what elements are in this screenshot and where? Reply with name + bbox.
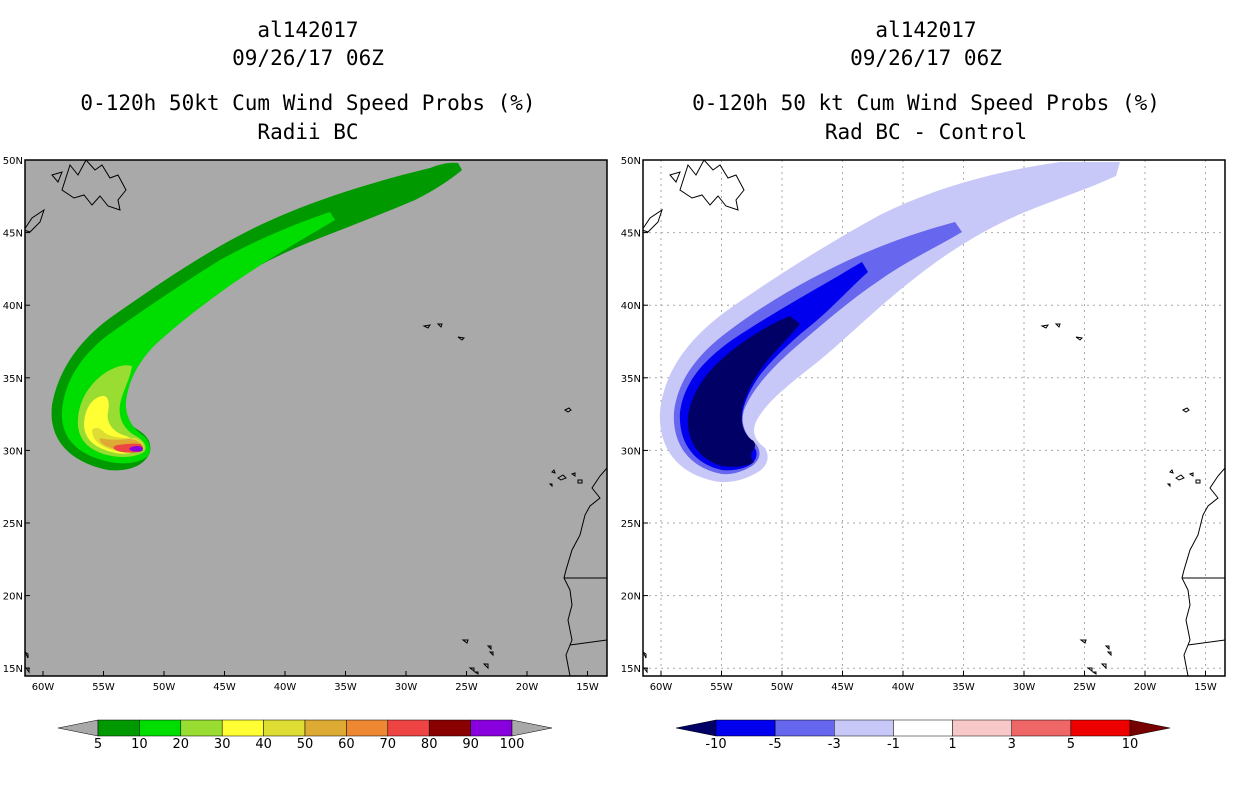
left-lon-label: 35W	[334, 682, 357, 693]
left-lon-label: 25W	[455, 682, 478, 693]
right-colorbar-box	[716, 720, 775, 736]
left-colorbar-box	[429, 720, 470, 736]
right-colorbar-label: 5	[1067, 737, 1075, 752]
left-colorbar-high-arrow	[512, 720, 552, 736]
left-colorbar-box	[264, 720, 305, 736]
left-lon-label: 30W	[395, 682, 418, 693]
left-colorbar-label: 90	[462, 737, 479, 752]
left-lat-label: 35N	[3, 374, 23, 385]
right-lon-label: 55W	[710, 682, 733, 693]
left-colorbar-label: 20	[173, 737, 190, 752]
right-colorbar-box	[1071, 720, 1130, 736]
left-colorbar-box	[139, 720, 180, 736]
right-lat-label: 45N	[621, 229, 641, 240]
left-colorbar-label: 60	[338, 737, 355, 752]
left-colorbar-label: 40	[255, 737, 272, 752]
right-colorbar-box	[834, 720, 893, 736]
left-colorbar-box	[222, 720, 263, 736]
left-colorbar-low-arrow	[58, 720, 98, 736]
right-colorbar-label: -5	[769, 737, 782, 752]
right-colorbar-label: 10	[1122, 737, 1139, 752]
right-lon-label: 35W	[952, 682, 975, 693]
left-lon-label: 50W	[153, 682, 176, 693]
right-lon-label: 20W	[1134, 682, 1157, 693]
right-colorbar-label: 3	[1008, 737, 1016, 752]
right-colorbar-low-arrow	[676, 720, 716, 736]
left-colorbar-label: 10	[131, 737, 148, 752]
left-lat-label: 50N	[3, 156, 23, 167]
right-lat-label: 40N	[621, 301, 641, 312]
left-colorbar-label: 30	[214, 737, 231, 752]
right-lon-label: 40W	[892, 682, 915, 693]
right-colorbar-box	[953, 720, 1012, 736]
right-colorbar-box	[893, 720, 952, 736]
left-lat-label: 30N	[3, 446, 23, 457]
left-colorbar-box	[346, 720, 387, 736]
left-lat-label: 25N	[3, 519, 23, 530]
right-lat-label: 15N	[621, 664, 641, 675]
left-colorbar-label: 50	[297, 737, 314, 752]
right-lon-label: 15W	[1194, 682, 1217, 693]
maps-canvas: 50N 45N 40N 35N 30N 25N 20N 15N 60W 55W 50W 45W 40W…	[0, 0, 1236, 800]
left-lat-label: 45N	[3, 229, 23, 240]
right-colorbar-label: -3	[828, 737, 841, 752]
right-lon-label: 25W	[1073, 682, 1096, 693]
left-lon-label: 60W	[32, 682, 55, 693]
left-colorbar-box	[305, 720, 346, 736]
left-map-panel: 50N 45N 40N 35N 30N 25N 20N 15N 60W 55W 50W 45W 40W…	[3, 156, 607, 693]
left-colorbar-label: 100	[500, 737, 525, 752]
left-colorbar-box	[98, 720, 139, 736]
left-lon-label: 40W	[274, 682, 297, 693]
left-lon-label: 20W	[516, 682, 539, 693]
right-lon-label: 45W	[831, 682, 854, 693]
right-colorbar-box	[775, 720, 834, 736]
right-lon-label: 30W	[1013, 682, 1036, 693]
left-lat-label: 20N	[3, 592, 23, 603]
right-lon-label: 60W	[650, 682, 673, 693]
right-colorbar-label: -10	[705, 737, 726, 752]
right-map-panel: 50N 45N 40N 35N 30N 25N 20N 15N 60W 55W 50W 45W 40W…	[621, 156, 1225, 693]
left-colorbar-box	[388, 720, 429, 736]
right-colorbar-box	[1012, 720, 1071, 736]
right-lon-label: 50W	[771, 682, 794, 693]
left-colorbar	[58, 720, 552, 736]
left-colorbar-labels: 5 10 20 30 40 50 60 70 80 90 100	[94, 737, 525, 752]
right-lat-label: 20N	[621, 592, 641, 603]
right-colorbar-labels: -10 -5 -3 -1 1 3 5 10	[705, 737, 1138, 752]
left-lon-label: 15W	[576, 682, 599, 693]
right-colorbar	[676, 720, 1170, 736]
right-lat-label: 25N	[621, 519, 641, 530]
left-colorbar-box	[471, 720, 512, 736]
left-lon-label: 55W	[92, 682, 115, 693]
left-colorbar-label: 70	[380, 737, 397, 752]
right-colorbar-label: -1	[887, 737, 900, 752]
right-lat-label: 50N	[621, 156, 641, 167]
left-colorbar-label: 5	[94, 737, 102, 752]
right-colorbar-label: 1	[948, 737, 956, 752]
left-lon-label: 45W	[213, 682, 236, 693]
right-lat-label: 35N	[621, 374, 641, 385]
right-lat-label: 30N	[621, 446, 641, 457]
left-lat-label: 40N	[3, 301, 23, 312]
right-colorbar-high-arrow	[1130, 720, 1170, 736]
left-lat-label: 15N	[3, 664, 23, 675]
left-colorbar-label: 80	[421, 737, 438, 752]
left-colorbar-box	[181, 720, 222, 736]
